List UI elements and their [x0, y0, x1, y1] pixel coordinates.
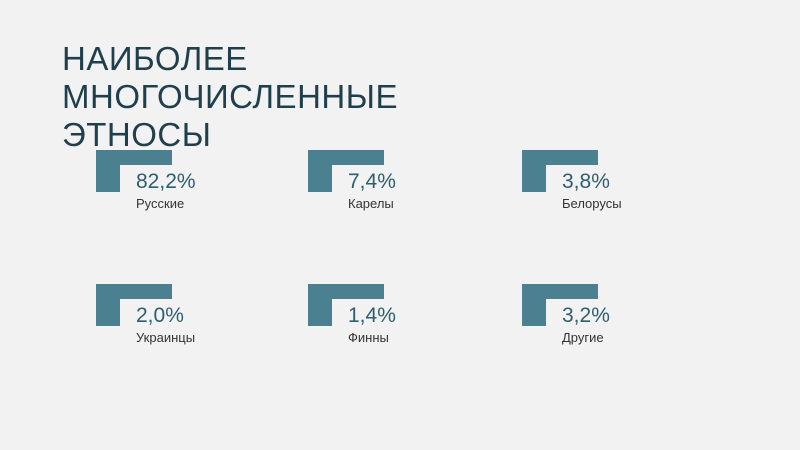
stat-label: Карелы — [348, 196, 394, 211]
stat-label: Другие — [562, 330, 604, 345]
stat-value: 7,4% — [348, 170, 396, 193]
stat-label: Русские — [136, 196, 185, 211]
stat-card-others: 3,2% Другие — [522, 284, 722, 374]
title-line-2: МНОГОЧИСЛЕННЫЕ — [62, 78, 398, 115]
stat-value: 3,8% — [562, 170, 610, 193]
stat-label: Финны — [348, 330, 389, 345]
title-line-1: НАИБОЛЕЕ — [62, 40, 248, 77]
stat-card-ukrainians: 2,0% Украинцы — [96, 284, 296, 374]
stat-value: 3,2% — [562, 304, 610, 327]
stat-card-belarusians: 3,8% Белорусы — [522, 150, 722, 240]
page-title: НАИБОЛЕЕ МНОГОЧИСЛЕННЫЕ ЭТНОСЫ — [62, 40, 398, 154]
stat-value: 2,0% — [136, 304, 184, 327]
stat-label: Украинцы — [136, 330, 196, 345]
stat-card-russians: 82,2% Русские — [96, 150, 296, 240]
stat-value: 1,4% — [348, 304, 396, 327]
stat-card-finns: 1,4% Финны — [308, 284, 508, 374]
stat-value: 82,2% — [136, 170, 196, 193]
stat-card-karelians: 7,4% Карелы — [308, 150, 508, 240]
title-line-3: ЭТНОСЫ — [62, 116, 212, 153]
stat-label: Белорусы — [562, 196, 622, 211]
